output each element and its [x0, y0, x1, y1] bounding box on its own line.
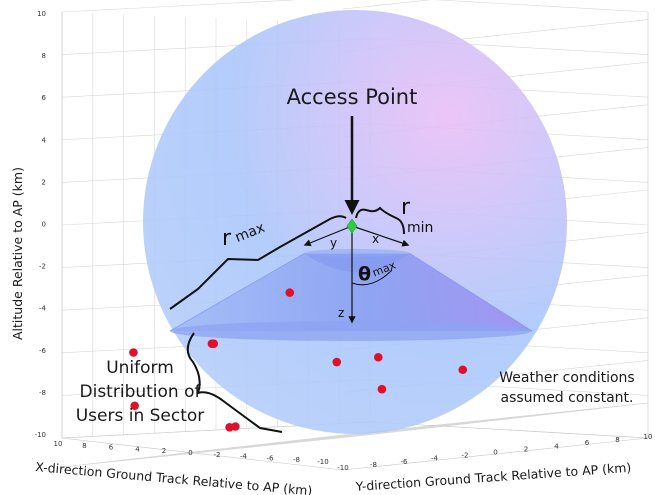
x-tick-label: 8 [82, 442, 86, 450]
z-tick-label: -8 [39, 389, 46, 397]
z-tick-label: -6 [39, 347, 47, 355]
r-max-letter: r [222, 226, 232, 251]
r-min-subscript: min [407, 220, 433, 236]
user-point [285, 288, 294, 297]
user-point [225, 423, 234, 432]
x-tick-label: 4 [135, 445, 140, 453]
x-tick-label: -10 [317, 458, 328, 466]
y-tick-label: 4 [554, 442, 559, 450]
y-tick-label: 6 [585, 439, 590, 447]
z-tick-label: 2 [42, 178, 46, 186]
z-tick-label: -2 [39, 263, 46, 271]
y-tick-label: 2 [524, 445, 528, 453]
z-axis-title: Altitude Relative to AP (km) [10, 167, 25, 340]
z-tick-label: 10 [37, 10, 46, 18]
y-axis-letter: y [330, 236, 337, 250]
uniform-line-3: Users in Sector [76, 406, 205, 426]
uniform-line-2: Distribution of [80, 382, 202, 402]
x-tick-label: 10 [54, 440, 63, 448]
y-tick-label: -8 [370, 461, 377, 469]
x-tick-label: 6 [109, 444, 114, 452]
x-tick-label: 2 [162, 447, 166, 455]
access-point-label: Access Point [287, 85, 418, 109]
y-tick-label: 0 [493, 449, 497, 457]
r-min-letter: r [401, 195, 411, 220]
x-axis-letter: x [372, 232, 379, 246]
x-tick-label: -2 [214, 451, 221, 459]
theta-max-symbol: θ [358, 263, 371, 285]
x-tick-label: 0 [188, 449, 192, 457]
y-tick-label: 10 [644, 433, 653, 441]
x-axis-title: X-direction Ground Track Relative to AP … [35, 459, 313, 495]
z-tick-label: -4 [39, 305, 47, 313]
user-point [129, 348, 138, 357]
user-point [332, 358, 341, 367]
user-point [378, 385, 387, 394]
y-axis-title: Y-direction Ground Track Relative to AP … [354, 460, 632, 494]
z-tick-label: 0 [42, 221, 46, 229]
y-tick-label: -6 [401, 458, 409, 466]
uniform-line-1: Uniform [106, 358, 174, 378]
grid-line [343, 0, 648, 9]
y-tick-label: -2 [462, 452, 469, 460]
y-tick-label: -10 [337, 464, 348, 472]
z-axis-ticks: 10 8 6 4 2 0 -2 -4 -6 -8 -10 [35, 10, 47, 439]
weather-line-1: Weather conditions [499, 370, 634, 386]
user-point [208, 339, 217, 348]
z-tick-label: 6 [42, 94, 47, 102]
x-tick-label: -4 [240, 453, 248, 461]
y-tick-label: -4 [431, 455, 439, 463]
user-point [458, 365, 467, 374]
y-tick-label: 8 [615, 436, 619, 444]
user-point [374, 353, 383, 362]
z-tick-label: 4 [42, 136, 47, 144]
x-tick-label: -8 [293, 456, 300, 464]
z-tick-label: 8 [42, 52, 46, 60]
x-tick-label: -6 [267, 454, 275, 462]
grid-line [62, 0, 370, 12]
z-tick-label: -10 [35, 431, 46, 439]
x-axis-ticks: 10 8 6 4 2 0 -2 -4 -6 -8 -10 [54, 440, 329, 466]
z-axis-letter: z [338, 306, 344, 320]
weather-line-2: assumed constant. [501, 390, 634, 406]
